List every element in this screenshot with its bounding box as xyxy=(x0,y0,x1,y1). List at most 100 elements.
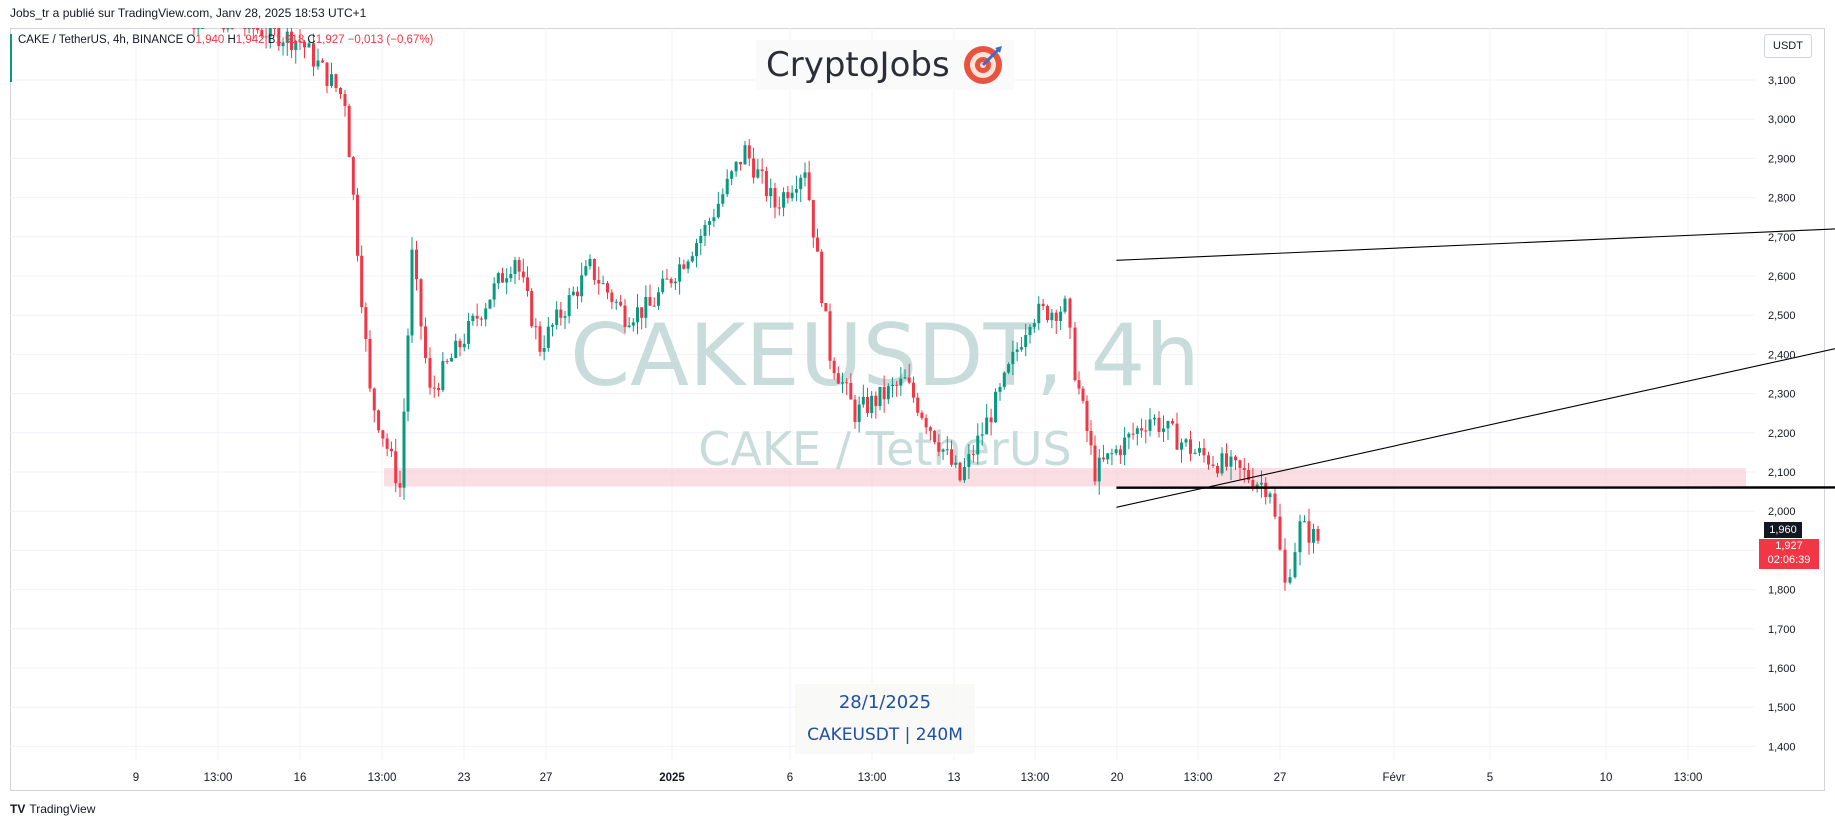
info-date: 28/1/2025 xyxy=(838,692,932,713)
candle-body xyxy=(428,358,432,388)
high-label: H xyxy=(227,34,236,46)
candle-body xyxy=(580,275,584,297)
candle-body xyxy=(891,384,894,387)
candle-body xyxy=(588,259,592,267)
currency-selector[interactable]: USDT xyxy=(1764,34,1812,58)
candle-body xyxy=(192,28,196,29)
low-label: B xyxy=(267,34,276,46)
symbol-watermark: CAKEUSDT, 4h CAKE / TetherUS xyxy=(570,306,1200,476)
candle-body xyxy=(874,395,878,407)
candle-body xyxy=(351,157,355,195)
candle-body xyxy=(820,251,824,304)
y-tick-label: 2,000 xyxy=(1768,506,1796,518)
candle-body xyxy=(924,418,928,428)
candle-body xyxy=(1278,516,1282,550)
candle-body xyxy=(398,483,402,488)
candle-body xyxy=(903,377,907,379)
y-tick-label: 3,100 xyxy=(1768,75,1796,87)
candle-body xyxy=(619,301,623,306)
candle-body xyxy=(928,427,932,431)
footer-brand[interactable]: TradingView xyxy=(29,802,96,816)
target-dart-icon xyxy=(963,46,1002,84)
candle-body xyxy=(1123,437,1127,456)
candle-body xyxy=(1238,460,1242,468)
candlestick-chart[interactable]: CAKEUSDT, 4h CAKE / TetherUS 3,100 3,000 2… xyxy=(0,0,1835,800)
footer[interactable]: TV TradingView xyxy=(10,802,95,816)
candle-body xyxy=(496,273,500,284)
candle-body xyxy=(1054,312,1058,321)
candle-body xyxy=(832,360,836,374)
candle-body xyxy=(196,28,200,29)
low-value: 1,918 xyxy=(275,34,305,46)
candle-body xyxy=(631,322,635,326)
candle-body xyxy=(760,169,764,171)
support-zone-rect xyxy=(384,468,1746,487)
candle-body xyxy=(1288,577,1292,583)
symbol-info-bar[interactable]: CAKE / TetherUS, 4h, BINANCE O1,940 H1,9… xyxy=(18,34,433,46)
candle-body xyxy=(551,324,554,327)
candle-body xyxy=(1202,448,1206,456)
candle-body xyxy=(260,30,264,37)
y-tick-label: 2,300 xyxy=(1768,389,1796,401)
time-axis: 9 13:00 16 13:00 23 27 2025 6 13:00 13 13:00 20 13:0… xyxy=(133,772,1703,784)
candle-body xyxy=(895,384,899,386)
candle-body xyxy=(1153,417,1156,420)
candle-body xyxy=(1234,456,1237,461)
candle-body xyxy=(372,388,376,411)
candle-body xyxy=(441,361,445,391)
candle-body xyxy=(1293,552,1297,578)
candle-body xyxy=(1193,452,1197,454)
candle-body xyxy=(976,435,980,455)
y-tick-label: 1,500 xyxy=(1768,702,1796,714)
candle-body xyxy=(1264,482,1268,498)
last-price-badge: 1,927 02:06:39 xyxy=(1759,539,1819,569)
candle-body xyxy=(364,307,368,339)
candle-body xyxy=(682,264,686,269)
candle-body xyxy=(1184,439,1188,443)
candle-body xyxy=(1050,312,1054,321)
open-value: 1,940 xyxy=(195,34,225,46)
candle-body xyxy=(644,297,648,318)
candle-body xyxy=(807,172,811,201)
candle-body xyxy=(424,326,427,359)
candle-body xyxy=(816,237,819,252)
candle-body xyxy=(298,40,302,42)
y-tick-label: 1,700 xyxy=(1768,624,1796,636)
publish-header: Jobs_tr a publié sur TradingView.com, Ja… xyxy=(10,6,367,20)
candle-body xyxy=(699,235,703,244)
info-pair: CAKEUSDT | 240M xyxy=(807,725,963,745)
candle-body xyxy=(534,326,538,328)
candle-body xyxy=(725,178,729,195)
candle-body xyxy=(962,467,966,481)
candle-body xyxy=(1251,480,1255,489)
candle-body xyxy=(734,161,738,172)
x-tick-label: 13:00 xyxy=(1674,772,1703,784)
candle-body xyxy=(200,28,204,29)
candle-body xyxy=(1140,428,1144,431)
symbol-pair[interactable]: CAKE / TetherUS, 4h, BINANCE xyxy=(18,34,184,46)
candle-body xyxy=(1081,388,1085,401)
candle-body xyxy=(559,309,563,318)
candle-body xyxy=(597,280,601,284)
bar-countdown: 02:06:39 xyxy=(1767,554,1811,566)
candle-body xyxy=(678,264,682,282)
candle-body xyxy=(1101,457,1105,460)
candle-body xyxy=(857,404,861,422)
x-tick-label: 13 xyxy=(948,772,961,784)
candle-body xyxy=(1032,323,1036,327)
candle-body xyxy=(1097,457,1101,482)
candle-body xyxy=(1157,417,1161,432)
y-tick-label: 2,400 xyxy=(1768,349,1796,361)
candle-body xyxy=(437,387,441,391)
y-tick-label: 2,800 xyxy=(1768,193,1796,205)
x-tick-label: 5 xyxy=(1487,772,1493,784)
candle-body xyxy=(920,412,924,419)
candle-body xyxy=(501,273,504,283)
candle-body xyxy=(1225,453,1228,467)
chart-frame[interactable] xyxy=(10,28,1825,791)
candle-body xyxy=(1011,351,1015,365)
support-line xyxy=(1116,486,1835,489)
candle-body xyxy=(661,278,665,293)
candle-body xyxy=(343,93,347,106)
candle-body xyxy=(627,325,631,327)
